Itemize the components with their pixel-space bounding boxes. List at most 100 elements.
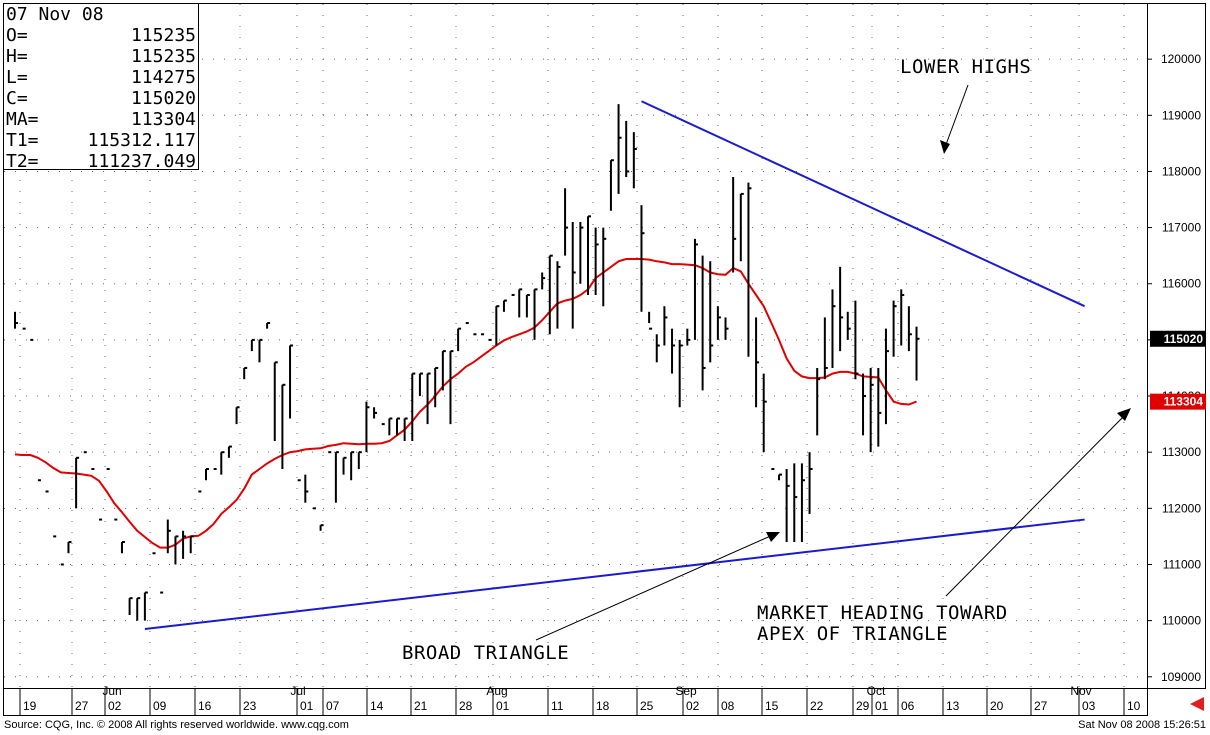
ohlc-bar bbox=[678, 339, 683, 408]
ohlc-bar bbox=[243, 366, 248, 380]
x-tick-label: 27 bbox=[1034, 699, 1048, 713]
ohlc-bar bbox=[441, 350, 446, 391]
ohlc-bar bbox=[235, 406, 240, 425]
ohlc-bar bbox=[854, 300, 859, 380]
info-row-t2: T2= 111237.049 bbox=[6, 151, 196, 172]
ohlc-bar bbox=[571, 221, 576, 329]
x-tick-label: 27 bbox=[75, 699, 89, 713]
x-tick-label: 13 bbox=[946, 699, 960, 713]
ohlc-bar bbox=[189, 535, 194, 554]
chart-timestamp: Sat Nov 08 2008 15:26:51 bbox=[1078, 719, 1206, 731]
y-tick-label: 116000 bbox=[1162, 277, 1201, 291]
moving-average bbox=[14, 258, 917, 549]
y-tick-label: 120000 bbox=[1161, 52, 1201, 66]
ohlc-bar bbox=[357, 451, 362, 470]
ma-value-box: 113304 bbox=[1150, 393, 1206, 410]
ohlc-bar bbox=[724, 317, 729, 340]
x-tick-label: 20 bbox=[990, 699, 1004, 713]
ohlc-bar bbox=[411, 372, 416, 441]
ma-value-box-text: 113304 bbox=[1164, 395, 1204, 409]
ohlc-bar bbox=[258, 338, 263, 363]
x-tick-label: 25 bbox=[640, 699, 654, 713]
time-axis: 19 27 02 09 16 23 01 07 14 21 28 01 11 18 25 02 08 15 22 29… bbox=[19, 684, 1141, 715]
ohlc-bar bbox=[388, 417, 393, 436]
ohlc-bar bbox=[502, 299, 507, 312]
last-price-box: 115020 bbox=[1150, 330, 1206, 347]
ohlc-bar bbox=[846, 311, 851, 340]
ohlc-bar bbox=[120, 541, 125, 554]
ohlc-bar bbox=[518, 288, 523, 318]
ohlc-bar bbox=[793, 463, 798, 543]
ohlc-bar bbox=[205, 468, 209, 481]
ohlc-bar bbox=[289, 344, 294, 419]
x-tick-label: 22 bbox=[810, 699, 824, 713]
ohlc-bar bbox=[808, 452, 813, 514]
arrow-broad-triangle-shaft bbox=[535, 533, 776, 641]
ohlc-bar bbox=[457, 327, 462, 352]
arrow-apex-shaft bbox=[945, 411, 1129, 597]
y-tick-label: 109000 bbox=[1161, 670, 1201, 684]
ohlc-bar bbox=[220, 451, 225, 475]
info-row-t1: T1= 115312.117 bbox=[6, 130, 196, 151]
x-tick-label: 29 bbox=[856, 699, 870, 713]
ohlc-bar bbox=[403, 417, 408, 441]
ohlc-bar bbox=[449, 350, 454, 425]
price-axis: 1090001100001110001120001130001140001150… bbox=[1147, 52, 1206, 684]
x-tick-label: 10 bbox=[1127, 699, 1141, 713]
ohlc-bar bbox=[319, 524, 324, 531]
ohlc-bar bbox=[342, 456, 347, 475]
month-label: Nov bbox=[1070, 684, 1091, 698]
y-tick-label: 117000 bbox=[1162, 221, 1201, 235]
time-axis-frame bbox=[3, 688, 1148, 716]
ohlc-bar bbox=[755, 317, 760, 408]
ohlc-bar bbox=[426, 372, 431, 425]
ohlc-bar bbox=[556, 261, 561, 329]
ohlc-bar bbox=[907, 306, 912, 352]
x-tick-label: 18 bbox=[596, 699, 610, 713]
ohlc-bar bbox=[869, 367, 874, 453]
ohlc-bar bbox=[548, 254, 553, 335]
x-tick-label: 16 bbox=[198, 699, 212, 713]
info-row-close: C= 115020 bbox=[6, 88, 196, 109]
x-tick-label: 15 bbox=[765, 699, 779, 713]
ohlc-bar bbox=[800, 463, 805, 543]
x-tick-label: 01 bbox=[875, 699, 889, 713]
x-tick-label: 23 bbox=[243, 699, 257, 713]
ohlc-bar bbox=[174, 535, 179, 565]
ohlc-bar bbox=[686, 328, 691, 346]
ohlc-bar bbox=[839, 266, 844, 352]
ohlc-bar bbox=[266, 322, 271, 329]
ohlc-bar bbox=[648, 311, 653, 330]
info-date: 07 Nov 08 bbox=[6, 4, 104, 25]
ohlc-bar bbox=[877, 367, 882, 447]
ohlc-bar bbox=[625, 120, 630, 178]
scroll-left-arrow-icon[interactable] bbox=[1190, 697, 1204, 711]
ohlc-bar bbox=[716, 306, 721, 340]
trendline-lower bbox=[144, 518, 1085, 631]
last-price-box-text: 115020 bbox=[1164, 332, 1204, 346]
ohlc-bar bbox=[640, 205, 645, 312]
ohlc-bar bbox=[609, 159, 614, 211]
ohlc-bar bbox=[739, 192, 744, 262]
ohlc-bar bbox=[602, 227, 607, 307]
ohlc-bar bbox=[915, 326, 920, 381]
arrow-lower-highs-head bbox=[940, 140, 950, 154]
ohlc-bar bbox=[418, 372, 423, 397]
ohlc-bar bbox=[334, 451, 339, 503]
ohlc-bar bbox=[617, 104, 622, 194]
ohlc-bar bbox=[816, 367, 821, 436]
ohlc-bar bbox=[533, 288, 538, 340]
ohlc-bar bbox=[862, 373, 867, 436]
ohlc-bar bbox=[525, 293, 530, 318]
info-row-open: O= 115235 bbox=[6, 25, 196, 46]
month-label: Sep bbox=[675, 684, 697, 698]
month-label: Jun bbox=[102, 684, 121, 698]
ohlc-bar bbox=[632, 132, 637, 189]
x-tick-label: 06 bbox=[901, 699, 915, 713]
ohlc-bar bbox=[434, 366, 439, 408]
x-tick-label: 07 bbox=[326, 699, 340, 713]
ohlc-bar bbox=[143, 591, 148, 621]
ohlc-bar bbox=[747, 182, 752, 357]
ohlc-bar bbox=[396, 417, 400, 436]
x-tick-label: 02 bbox=[108, 699, 122, 713]
